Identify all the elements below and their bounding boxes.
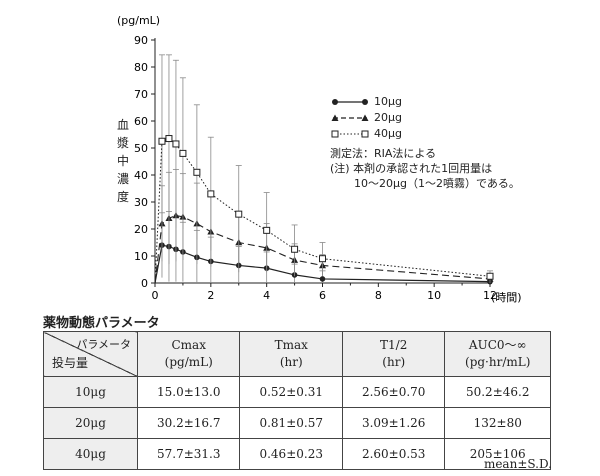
y-axis-label-char: 濃 (117, 172, 130, 186)
x-tick-label: 6 (319, 289, 326, 302)
y-axis-unit: (pg/mL) (117, 14, 160, 27)
note-line: (注) 本剤の承認された1回用量は (330, 162, 493, 175)
x-tick-label: 4 (263, 289, 270, 302)
thalf-cell: 2.60±0.53 (341, 438, 446, 470)
thalf-cell: 2.56±0.70 (341, 376, 446, 408)
y-axis-label-char: 血 (117, 118, 130, 132)
y-axis-label-char: 漿 (117, 136, 130, 150)
cmax-cell: 57.7±31.3 (136, 438, 241, 470)
data-point (172, 140, 180, 148)
corner-label-parameter: パラメータ (76, 338, 131, 351)
y-tick-label: 70 (134, 88, 148, 101)
tmax-cell: 0.46±0.23 (239, 438, 343, 470)
legend-item-20ug: 20μg (330, 110, 402, 126)
y-tick-label: 40 (134, 169, 148, 182)
table-corner-cell: パラメータ 投与量 (43, 331, 138, 377)
header-auc: AUC0〜∞ (pg·hr/mL) (444, 331, 551, 377)
data-point (158, 137, 166, 145)
data-point (193, 168, 201, 176)
y-axis-label-char: 中 (117, 154, 130, 168)
y-tick-label: 80 (134, 61, 148, 74)
dose-cell: 20μg (43, 407, 138, 439)
series-0 (154, 211, 493, 285)
x-tick-label: 2 (207, 289, 214, 302)
legend-marker-open-square (331, 130, 369, 138)
data-point (165, 135, 173, 143)
y-tick-label: 30 (134, 196, 148, 209)
table-title: 薬物動態パラメータ (43, 316, 160, 331)
tmax-cell: 0.81±0.57 (239, 407, 343, 439)
x-tick-label: 12 (483, 289, 497, 302)
cmax-cell: 15.0±13.0 (136, 376, 241, 408)
y-tick-label: 20 (134, 223, 148, 236)
table-row: 10μg 15.0±13.0 0.52±0.31 2.56±0.70 50.2±… (43, 376, 551, 408)
legend-label: 20μg (374, 111, 402, 124)
data-point (319, 276, 326, 282)
x-axis-unit: (時間) (491, 291, 522, 304)
y-tick-label: 90 (134, 34, 148, 47)
data-point (207, 190, 215, 198)
auc-cell: 132±80 (444, 407, 551, 439)
chart-notes: 測定法：RIA法による (注) 本剤の承認された1回用量は 10〜20μg（1〜… (330, 146, 520, 191)
legend-item-10ug: 10μg (330, 94, 402, 110)
y-axis-label-char: 度 (117, 190, 130, 204)
chart-series (154, 54, 494, 285)
header-tmax: Tmax (hr) (239, 331, 343, 377)
thalf-cell: 3.09±1.26 (341, 407, 446, 439)
corner-label-dose: 投与量 (52, 356, 89, 370)
legend-item-40ug: 40μg (330, 126, 402, 142)
y-tick-label: 50 (134, 142, 148, 155)
data-point (235, 210, 243, 218)
chart-legend: 10μg 20μg 40μg (330, 94, 402, 142)
y-tick-label: 0 (141, 277, 148, 290)
pk-parameter-table: パラメータ 投与量 Cmax (pg/mL) Tmax (hr) T1/2 (hr) … (43, 331, 551, 470)
table-footnote: mean±S.D. (483, 457, 552, 471)
pk-chart: 0 2 4 6 8 10 12 0 10 20 30 40 50 60 70 80 90 (pg/mL) (時間… (117, 14, 522, 304)
dose-cell: 10μg (43, 376, 138, 408)
legend-label: 10μg (374, 95, 402, 108)
data-point (291, 245, 299, 253)
note-line: 測定法：RIA法による (330, 147, 437, 160)
header-cmax: Cmax (pg/mL) (136, 331, 241, 377)
header-thalf: T1/2 (hr) (341, 331, 446, 377)
cmax-cell: 30.2±16.7 (136, 407, 241, 439)
table-row: 40μg 57.7±31.3 0.46±0.23 2.60±0.53 205±1… (43, 438, 551, 470)
legend-marker-filled-circle (332, 99, 368, 105)
y-tick-label: 10 (134, 250, 148, 263)
chart-axes: 0 2 4 6 8 10 12 0 10 20 30 40 50 60 70 80 90 (134, 34, 497, 302)
table-header-row: パラメータ 投与量 Cmax (pg/mL) Tmax (hr) T1/2 (hr) … (43, 331, 551, 377)
legend-label: 40μg (374, 127, 402, 140)
x-tick-label: 0 (152, 289, 159, 302)
auc-cell: 205±106 (444, 438, 551, 470)
note-line: 10〜20μg（1〜2噴霧）である。 (354, 177, 520, 190)
series-2 (154, 54, 494, 284)
x-tick-label: 8 (375, 289, 382, 302)
data-point (179, 149, 187, 157)
x-tick-label: 10 (427, 289, 441, 302)
y-tick-label: 60 (134, 115, 148, 128)
data-point (486, 272, 494, 280)
tmax-cell: 0.52±0.31 (239, 376, 343, 408)
table-row: 20μg 30.2±16.7 0.81±0.57 3.09±1.26 132±8… (43, 407, 551, 439)
legend-marker-filled-triangle (331, 114, 369, 121)
data-point (319, 255, 326, 263)
data-point (263, 226, 271, 234)
auc-cell: 50.2±46.2 (444, 376, 551, 408)
dose-cell: 40μg (43, 438, 138, 470)
